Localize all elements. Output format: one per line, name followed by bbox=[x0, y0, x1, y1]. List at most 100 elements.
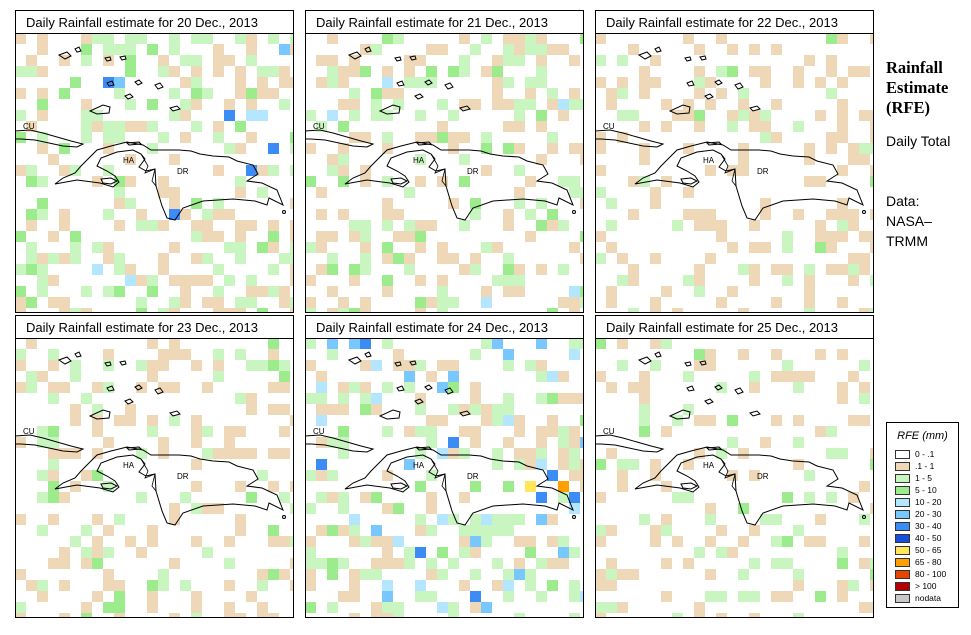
rainfall-cell bbox=[481, 404, 492, 415]
rainfall-cell bbox=[191, 55, 202, 66]
rainfall-cell bbox=[859, 154, 870, 165]
rainfall-cell bbox=[536, 220, 547, 231]
rainfall-cell bbox=[536, 66, 547, 77]
rainfall-cell bbox=[327, 66, 338, 77]
rainfall-cell bbox=[235, 66, 246, 77]
rainfall-cell bbox=[848, 154, 859, 165]
rainfall-cell bbox=[705, 503, 716, 514]
rainfall-cell bbox=[525, 547, 536, 558]
rainfall-cell bbox=[59, 613, 70, 618]
rainfall-cell bbox=[224, 110, 235, 121]
rainfall-cell bbox=[415, 393, 426, 404]
rainfall-cell bbox=[224, 437, 235, 448]
rainfall-cell bbox=[338, 525, 349, 536]
rainfall-cell bbox=[415, 308, 426, 313]
rainfall-cell bbox=[246, 448, 257, 459]
rainfall-cell bbox=[727, 470, 738, 481]
rainfall-cell bbox=[191, 613, 202, 618]
rainfall-cell bbox=[235, 231, 246, 242]
rainfall-cell bbox=[224, 448, 235, 459]
legend-label: 0 - .1 bbox=[915, 449, 935, 459]
rainfall-cell bbox=[316, 55, 327, 66]
rainfall-cell bbox=[26, 371, 37, 382]
rainfall-cell bbox=[327, 33, 338, 44]
rainfall-cell bbox=[569, 503, 580, 514]
rainfall-map-panel-23dec: Daily Rainfall estimate for 23 Dec., 201… bbox=[15, 315, 294, 618]
rainfall-cell bbox=[48, 275, 59, 286]
rainfall-cell bbox=[81, 110, 92, 121]
rainfall-cell bbox=[246, 110, 257, 121]
rainfall-cell bbox=[158, 176, 169, 187]
rainfall-cell bbox=[727, 110, 738, 121]
rainfall-cell bbox=[246, 275, 257, 286]
rainfall-cell bbox=[268, 165, 279, 176]
rainfall-cell bbox=[235, 613, 246, 618]
rainfall-cell bbox=[782, 275, 793, 286]
rainfall-cell bbox=[859, 382, 870, 393]
rainfall-cell bbox=[224, 55, 235, 66]
rainfall-cell bbox=[246, 404, 257, 415]
rainfall-cell bbox=[738, 99, 749, 110]
rainfall-cell bbox=[760, 514, 771, 525]
rainfall-cell bbox=[536, 448, 547, 459]
rainfall-cell bbox=[606, 382, 617, 393]
rainfall-cell bbox=[470, 44, 481, 55]
legend: RFE (mm) 0 - .1 .1 - 1 1 - 5 5 - 10 10 - 20 2… bbox=[886, 422, 959, 608]
rainfall-cell bbox=[580, 154, 584, 165]
rainfall-cell bbox=[448, 514, 459, 525]
rainfall-cell bbox=[327, 55, 338, 66]
rainfall-cell bbox=[290, 165, 294, 176]
rainfall-cell bbox=[595, 525, 606, 536]
rainfall-cell bbox=[268, 66, 279, 77]
rainfall-cell bbox=[558, 536, 569, 547]
rainfall-cell bbox=[738, 110, 749, 121]
rainfall-cell bbox=[360, 176, 371, 187]
rainfall-cell bbox=[191, 602, 202, 613]
rainfall-cell bbox=[305, 297, 316, 308]
rainfall-cell bbox=[290, 481, 294, 492]
rainfall-cell bbox=[870, 275, 874, 286]
rainfall-cell bbox=[59, 492, 70, 503]
rainfall-cell bbox=[349, 220, 360, 231]
rainfall-cell bbox=[158, 382, 169, 393]
rainfall-cell bbox=[694, 110, 705, 121]
rainfall-cell bbox=[235, 426, 246, 437]
data-source: NASA–TRMM bbox=[886, 213, 932, 249]
rainfall-cell bbox=[459, 404, 470, 415]
rainfall-cell bbox=[147, 275, 158, 286]
legend-swatch bbox=[895, 582, 910, 591]
rainfall-cell bbox=[558, 393, 569, 404]
tortuga-island-coastline bbox=[415, 141, 433, 146]
rainfall-cell bbox=[81, 393, 92, 404]
rainfall-cell bbox=[180, 55, 191, 66]
rainfall-cell bbox=[382, 558, 393, 569]
rainfall-cell bbox=[459, 525, 470, 536]
rainfall-cell bbox=[70, 481, 81, 492]
rainfall-cell bbox=[382, 613, 393, 618]
bahamas-island-coastline bbox=[714, 79, 723, 86]
rainfall-cell bbox=[327, 492, 338, 503]
legend-swatch bbox=[895, 546, 910, 555]
rainfall-cell bbox=[848, 143, 859, 154]
rainfall-cell bbox=[169, 33, 180, 44]
rainfall-cell bbox=[569, 308, 580, 313]
rainfall-cell bbox=[48, 382, 59, 393]
rainfall-cell bbox=[349, 338, 360, 349]
rainfall-cell bbox=[349, 536, 360, 547]
rainfall-cell bbox=[694, 275, 705, 286]
rainfall-cell bbox=[202, 382, 213, 393]
rainfall-cell bbox=[279, 404, 290, 415]
rainfall-cell bbox=[595, 569, 606, 580]
rainfall-cell bbox=[279, 536, 290, 547]
legend-item: 20 - 30 bbox=[895, 509, 941, 520]
rainfall-cell bbox=[158, 580, 169, 591]
rainfall-cell bbox=[26, 66, 37, 77]
rainfall-cell bbox=[81, 286, 92, 297]
rainfall-cell bbox=[459, 99, 470, 110]
rainfall-cell bbox=[316, 393, 327, 404]
rainfall-cell bbox=[569, 338, 580, 349]
map-frame bbox=[595, 33, 874, 313]
rainfall-cell bbox=[268, 349, 279, 360]
rainfall-cell bbox=[826, 209, 837, 220]
rainfall-cell bbox=[580, 99, 584, 110]
